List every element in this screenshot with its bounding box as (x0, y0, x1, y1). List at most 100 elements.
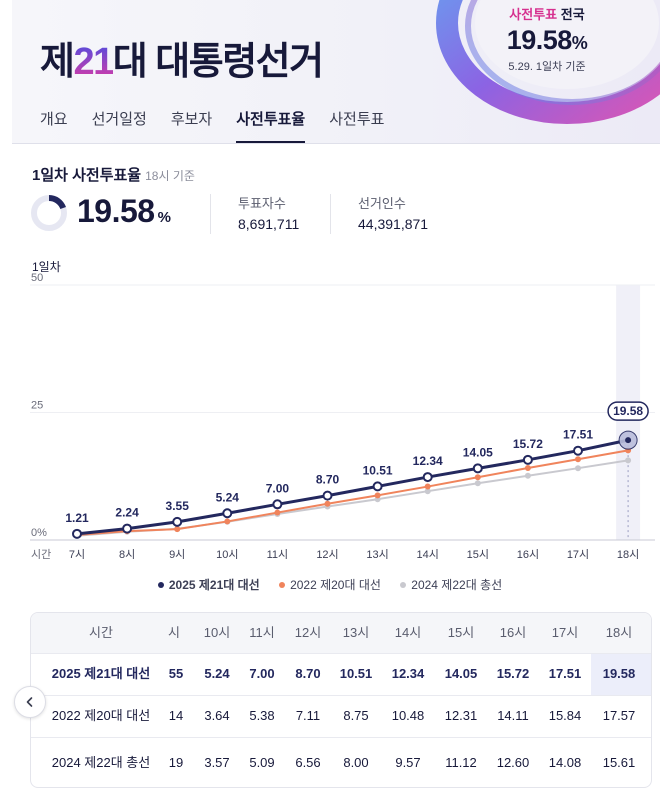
series-point (575, 456, 581, 463)
series-point (72, 528, 82, 539)
series-point (625, 457, 632, 464)
turnout-table: 시간 시 10시 11시 12시 13시 14시 15시 16시 17시 18시 2025 제21대 … (30, 612, 652, 788)
data-label: 2.24 (115, 506, 139, 520)
title-number: 21 (73, 41, 114, 83)
series-point (372, 481, 383, 492)
table-header-bg (31, 613, 171, 653)
badge-date: 5.29. 1일차 기준 (508, 61, 586, 73)
progress-ring-icon (31, 195, 67, 231)
electors-value: 44,391,871 (358, 216, 429, 232)
data-label: 8.70 (316, 473, 340, 487)
row-divider (31, 695, 651, 696)
row-divider (31, 653, 651, 654)
series-point (172, 516, 183, 527)
table-column-header: 11시 (249, 625, 275, 640)
legend-item-2025[interactable]: 2025 제21대 대선 (157, 578, 260, 592)
tab-schedule[interactable]: 선거일정 (91, 111, 147, 128)
table-cell: 12.31 (444, 708, 478, 723)
table-cell: 5.24 (204, 666, 230, 681)
table-cell: 15.84 (548, 708, 582, 723)
data-label: 19.58 (613, 404, 643, 418)
table-column-header: 13시 (342, 625, 370, 640)
series-line-0 (76, 438, 629, 536)
data-label: 15.72 (513, 437, 543, 451)
row-divider (31, 737, 651, 738)
series-point (474, 474, 481, 481)
y-tick-label: 50 (31, 272, 43, 284)
table-cell: 5.38 (249, 708, 275, 723)
series-point (224, 518, 231, 525)
tab-early-vote[interactable]: 사전투표 (329, 111, 385, 128)
table-cell: 15.72 (496, 666, 530, 681)
table-column-header: 15시 (447, 625, 475, 640)
tab-candidates[interactable]: 후보자 (170, 111, 213, 128)
series-point (222, 508, 233, 519)
y-tick-label: 0% (31, 527, 47, 539)
legend-item-2022[interactable]: 2022 제20대 대선 (279, 578, 381, 592)
series-point (422, 472, 433, 483)
series-point (522, 454, 533, 465)
series-point (174, 526, 181, 533)
swirl-graphic-icon (436, 0, 660, 124)
table-cell: 3.57 (204, 755, 230, 770)
turnout-line-chart: 0% 25 50 시간 7시 8시 9시 10시 11시 12시 13시 14시 15시 16시 17시 18… (30, 272, 655, 561)
highlight-cell-bg (591, 653, 651, 695)
x-tick-label: 13시 (366, 549, 388, 561)
section-title: 1일차 사전투표율 18시 기준 (32, 167, 195, 184)
x-tick-label: 16시 (517, 549, 539, 561)
series-point (474, 480, 481, 487)
data-label: 10.51 (363, 463, 393, 477)
table-cell: 55 (168, 666, 184, 681)
table-cell: 12.34 (391, 666, 425, 681)
electors-label: 선거인수 (358, 196, 406, 211)
badge-label: 사전투표 전국 (509, 7, 585, 22)
tab-overview[interactable]: 개요 (40, 111, 68, 128)
table-cell: 14.08 (548, 755, 582, 770)
table-cell: 17.57 (602, 708, 636, 723)
table-cell: 11.12 (445, 755, 477, 770)
table-cell: 7.00 (249, 666, 275, 681)
chart-legend: 2025 제21대 대선 2022 제20대 대선 2024 제22대 총선 (0, 576, 660, 593)
divider (330, 194, 331, 234)
series-point (524, 465, 531, 472)
series-point (322, 490, 333, 501)
x-axis-prefix: 시간 (31, 548, 51, 561)
table-column-header: 12시 (294, 625, 322, 640)
series-point (274, 509, 281, 516)
legend-item-2024[interactable]: 2024 제22대 총선 (400, 578, 502, 592)
series-point (524, 472, 531, 479)
table-column-header: 18시 (605, 625, 633, 640)
divider (210, 194, 211, 234)
data-label: 5.24 (216, 490, 240, 504)
table-cell: 9.57 (395, 755, 421, 770)
x-tick-label: 17시 (567, 549, 589, 561)
table-cell: 17.51 (548, 666, 582, 681)
data-label-bubble (607, 401, 649, 421)
series-point (472, 463, 483, 474)
section-subtitle: 18시 기준 (145, 169, 195, 183)
table-cell: 10.51 (339, 666, 373, 681)
x-tick-label: 7시 (69, 549, 85, 561)
series-point (122, 523, 133, 534)
series-point (374, 492, 381, 499)
series-point (573, 445, 583, 456)
tab-early-vote-rate[interactable]: 사전투표율 (236, 106, 306, 143)
table-column-header: 시 (168, 625, 180, 640)
table-cell: 3.64 (204, 708, 230, 723)
data-label: 1.21 (65, 511, 89, 525)
x-tick-label: 12시 (316, 549, 338, 561)
page-title: 제21대 대통령선거 (40, 30, 324, 85)
legend-dot-icon (279, 581, 286, 588)
x-tick-label: 15시 (467, 549, 489, 561)
series-point (272, 499, 283, 510)
series-point (424, 483, 431, 490)
table-column-header: 10시 (203, 625, 231, 640)
scroll-left-button[interactable] (14, 686, 46, 718)
early-vote-badge: 사전투표 전국 19.58% 5.29. 1일차 기준 (482, 4, 612, 74)
data-label: 12.34 (413, 454, 443, 468)
chevron-left-icon (26, 697, 33, 707)
badge-rate: 19.58% (506, 25, 588, 55)
table-header-bg (171, 613, 651, 653)
table-cell: 14.05 (444, 666, 478, 681)
table-cell: 12.60 (496, 755, 530, 770)
